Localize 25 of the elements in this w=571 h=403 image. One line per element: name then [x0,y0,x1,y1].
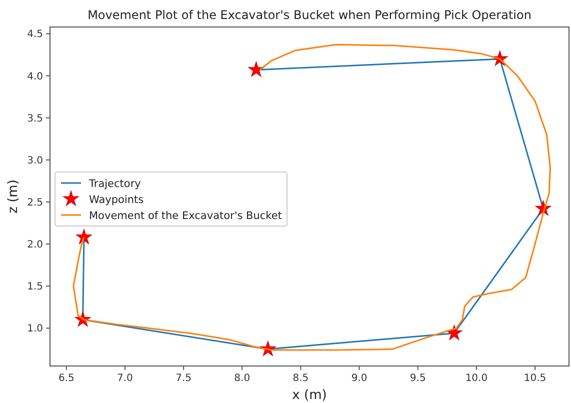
x-tick-label: 7.5 [176,373,192,384]
y-tick-label: 1.5 [27,282,43,293]
chart-title: Movement Plot of the Excavator's Bucket when Performing Pick Operation [88,8,532,22]
y-tick-label: 4.0 [27,71,43,82]
legend-label: Waypoints [89,194,144,206]
x-axis-title: x (m) [292,388,327,403]
x-tick-label: 7.0 [117,373,133,384]
point [248,62,264,77]
y-tick-label: 3.0 [27,155,43,166]
y-tick-label: 3.5 [27,113,43,124]
y-tick-label: 4.5 [27,29,43,40]
y-axis-title: z (m) [6,180,21,214]
x-tick-label: 10.0 [465,373,488,384]
x-tick-label: 6.5 [58,373,74,384]
point [446,324,462,340]
x-tick-label: 9.5 [410,373,426,384]
y-tick-label: 2.5 [27,197,43,208]
legend-label: Trajectory [88,178,141,190]
x-tick-label: 9.0 [351,373,368,384]
legend-label: Movement of the Excavator's Bucket [89,210,282,222]
y-tick-label: 1.0 [27,324,43,335]
x-tick-label: 10.5 [524,373,546,384]
x-tick-label: 8.5 [292,373,309,384]
y-tick-label: 2.0 [27,240,43,251]
x-tick-label: 8.0 [234,373,250,384]
